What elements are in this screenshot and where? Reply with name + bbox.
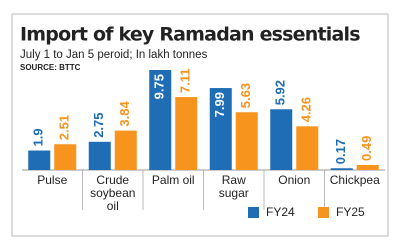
chart-subtitle: July 1 to Jan 5 peroid; In lakh tonnes [20,49,208,61]
chart-source: SOURCE: BTTC [20,63,81,72]
value-label: 2.75 [91,112,106,137]
x-tick-label: Palm oil [152,173,195,187]
bar [54,144,77,170]
value-label: 7.99 [212,92,227,117]
value-label: 1.9 [31,128,46,146]
bar [28,150,51,170]
x-tick-label: Crude soybean oil [90,173,135,213]
value-label: 9.75 [152,74,167,99]
frame [11,13,389,237]
bar [330,168,353,170]
legend-swatch [318,207,329,218]
legend-swatch [248,207,259,218]
value-label: 5.63 [238,83,253,108]
bar [270,109,293,170]
bar [114,130,137,170]
bar [356,164,379,170]
x-tick-label: Pulse [37,173,67,187]
value-label: 2.51 [57,115,72,140]
x-tick-label: Onion [278,173,310,187]
value-label: 0.17 [333,139,348,164]
x-tick-label: Raw sugar [219,173,249,200]
chart-title: Import of key Ramadan essentials [20,24,360,46]
bar [88,141,111,170]
value-label: 7.11 [178,68,193,93]
value-label: 5.92 [273,80,288,105]
value-label: 4.26 [299,97,314,122]
legend-label: FY25 [336,205,365,219]
bar [149,70,172,170]
legend-label: FY24 [266,205,295,219]
bar [296,126,319,170]
x-tick-label: Chickpea [330,173,380,187]
bar [209,88,232,170]
value-label: 3.84 [117,101,132,127]
bar [235,112,258,170]
value-label: 0.49 [359,136,374,161]
bar [175,97,198,170]
